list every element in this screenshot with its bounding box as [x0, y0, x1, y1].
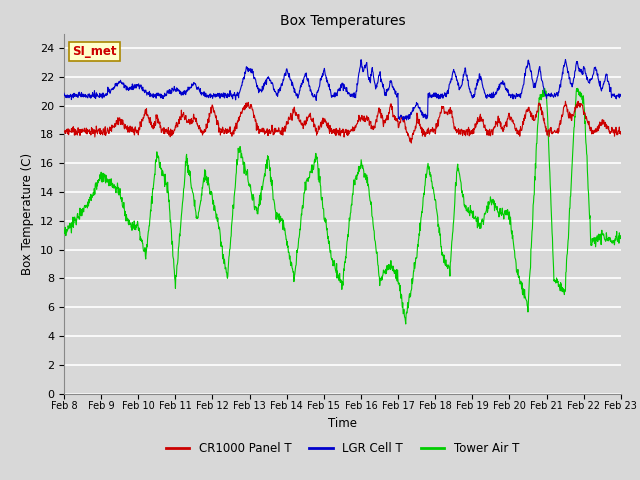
X-axis label: Time: Time: [328, 417, 357, 430]
Y-axis label: Box Temperature (C): Box Temperature (C): [22, 153, 35, 275]
Legend: CR1000 Panel T, LGR Cell T, Tower Air T: CR1000 Panel T, LGR Cell T, Tower Air T: [161, 437, 524, 460]
Text: SI_met: SI_met: [72, 45, 117, 58]
Title: Box Temperatures: Box Temperatures: [280, 14, 405, 28]
